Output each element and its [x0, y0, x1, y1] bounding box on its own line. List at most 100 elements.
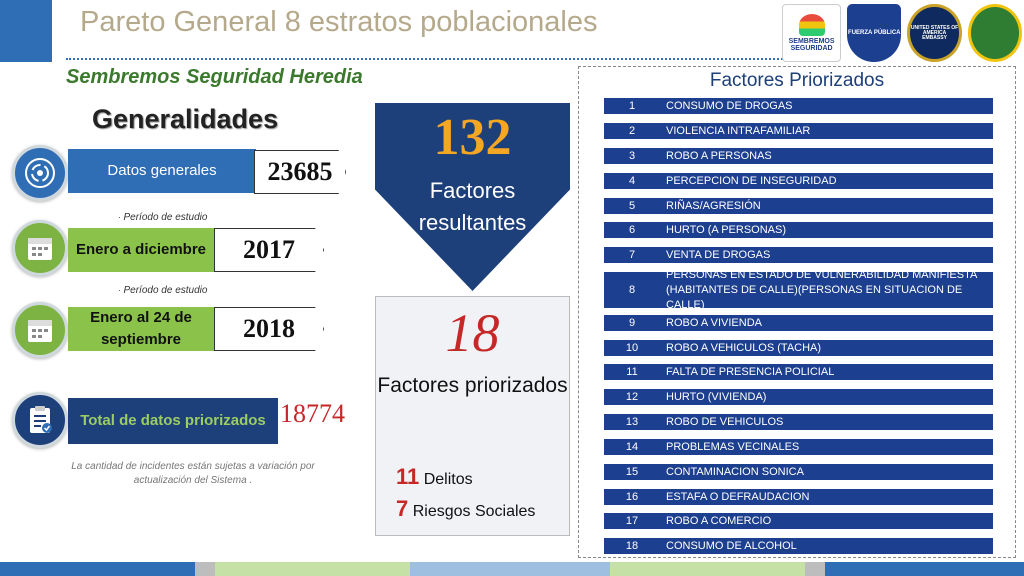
factores-resultantes-number: 132 — [433, 109, 512, 166]
delitos-number: 11 — [396, 464, 420, 489]
riesgos-number: 7 — [396, 496, 409, 521]
generalidades-heading: Generalidades — [92, 104, 279, 134]
factores-priorizados-label: Factores priorizados — [377, 374, 568, 397]
factores-resultantes-label: Factores resultantes — [418, 178, 527, 235]
factor-number: 11 — [626, 366, 638, 378]
factor-number: 18 — [625, 540, 639, 552]
factor-number: 9 — [628, 317, 636, 329]
factor-label: ROBO DE VEHICULOS — [666, 415, 784, 428]
calendar-icon — [12, 220, 68, 276]
factor-label: ROBO A VEHICULOS (TACHA) — [666, 341, 822, 354]
total-priorizados-value: 18774 — [280, 399, 345, 428]
periodo-label: · Período de estudio — [118, 285, 207, 296]
footer-segment — [410, 562, 610, 576]
factor-row: 7 VENTA DE DROGAS — [604, 247, 993, 263]
factor-row: 6 HURTO (A PERSONAS) — [604, 222, 993, 238]
factor-row: 9 ROBO A VIVIENDA — [604, 315, 993, 331]
factor-label: FALTA DE PRESENCIA POLICIAL — [666, 365, 835, 378]
factor-row: 18 CONSUMO DE ALCOHOL — [604, 538, 993, 554]
periodo-text: Período de estudio — [123, 212, 208, 223]
factor-number: 8 — [628, 284, 636, 296]
page-title: Pareto General 8 estratos poblacionales — [80, 6, 598, 38]
factor-number: 17 — [625, 515, 639, 527]
bullet: · — [118, 285, 124, 295]
periodo-text: Período de estudio — [123, 285, 208, 296]
bullet: · — [118, 212, 124, 222]
footer-segment — [610, 562, 805, 576]
datos-generales-label: Datos generales — [68, 149, 256, 193]
factor-label: CONTAMINACION SONICA — [666, 465, 804, 478]
sembremos-seguridad-logo: SEMBREMOS SEGURIDAD — [782, 4, 842, 62]
title-divider — [66, 58, 786, 60]
factor-row: 1 CONSUMO DE DROGAS — [604, 98, 993, 114]
factores-priorizados-title: Factores Priorizados — [709, 70, 885, 91]
footer-segment — [195, 562, 215, 576]
policia-colombia-logo — [967, 4, 1022, 62]
factor-label: PERSONAS EN ESTADO DE VULNERABILIDAD MAN… — [666, 268, 977, 311]
factor-number: 16 — [625, 491, 639, 503]
factor-row: 3 ROBO A PERSONAS — [604, 148, 993, 164]
factor-row: 16 ESTAFA O DEFRAUDACION — [604, 489, 993, 505]
periodo-label: · Período de estudio — [118, 212, 207, 223]
logo-text: UNITED STATES OF AMERICA EMBASSY — [910, 24, 959, 41]
logo-strip: SEMBREMOS SEGURIDAD FUERZA PÚBLICA UNITE… — [782, 2, 1022, 64]
factor-row: 17 ROBO A COMERCIO — [604, 513, 993, 529]
factor-number: 13 — [625, 416, 639, 428]
periodo-2018-label: Enero al 24 de septiembre — [68, 307, 214, 351]
delitos-count: 11 Delitos — [396, 464, 473, 490]
logo-text: FUERZA PÚBLICA — [848, 30, 901, 36]
factor-label: RIÑAS/AGRESIÓN — [666, 199, 761, 212]
riesgos-count: 7 Riesgos Sociales — [396, 496, 535, 522]
calendar-icon — [12, 302, 68, 358]
factor-label: ROBO A COMERCIO — [666, 514, 772, 527]
factor-number: 4 — [628, 175, 636, 187]
factor-row: 8 PERSONAS EN ESTADO DE VULNERABILIDAD MA… — [604, 269, 993, 311]
factor-row: 14 PROBLEMAS VECINALES — [604, 439, 993, 455]
factor-label: ESTAFA O DEFRAUDACION — [666, 490, 810, 503]
factor-row: 13 ROBO DE VEHICULOS — [604, 414, 993, 430]
factor-row: 11 FALTA DE PRESENCIA POLICIAL — [604, 364, 993, 380]
factor-number: 5 — [628, 200, 636, 212]
factor-number: 2 — [628, 125, 636, 137]
clipboard-check-icon — [12, 392, 68, 448]
factor-label: HURTO (VIVIENDA) — [666, 390, 767, 403]
factor-label: PROBLEMAS VECINALES — [666, 440, 800, 453]
factor-label: ROBO A PERSONAS — [666, 149, 772, 162]
factor-row: 12 HURTO (VIVIENDA) — [604, 389, 993, 405]
total-priorizados-label: Total de datos priorizados — [68, 398, 278, 444]
factor-label: HURTO (A PERSONAS) — [666, 223, 787, 236]
data-circle-icon — [12, 145, 68, 201]
periodo-2017-value: 2017 — [214, 228, 324, 272]
footer-segment — [825, 562, 1024, 576]
riesgos-label: Riesgos Sociales — [412, 503, 536, 520]
disclaimer-note: La cantidad de incidentes están sujetas … — [71, 461, 315, 486]
factor-label: ROBO A VIVIENDA — [666, 316, 762, 329]
footer-band — [0, 562, 1024, 576]
logo-text: SEMBREMOS SEGURIDAD — [788, 38, 835, 52]
datos-generales-value: 23685 — [254, 150, 346, 194]
page-subtitle: Sembremos Seguridad Heredia — [66, 66, 363, 88]
periodo-2017-label: Enero a diciembre — [68, 228, 214, 272]
factores-priorizados-panel — [375, 296, 570, 536]
factor-number: 12 — [625, 391, 639, 403]
footer-segment — [805, 562, 825, 576]
footer-segment — [0, 562, 195, 576]
factor-row: 2 VIOLENCIA INTRAFAMILIAR — [604, 123, 993, 139]
factor-row: 5 RIÑAS/AGRESIÓN — [604, 198, 993, 214]
factor-row: 10 ROBO A VEHICULOS (TACHA) — [604, 340, 993, 356]
us-embassy-logo: UNITED STATES OF AMERICA EMBASSY — [907, 4, 962, 62]
delitos-label: Delitos — [423, 471, 473, 488]
header-accent-bar — [0, 0, 52, 62]
factor-number: 15 — [625, 466, 639, 478]
factor-number: 1 — [628, 100, 636, 112]
factor-row: 4 PERCEPCION DE INSEGURIDAD — [604, 173, 993, 189]
factor-number: 3 — [628, 150, 636, 162]
seed-icon — [798, 14, 825, 36]
factor-label: CONSUMO DE ALCOHOL — [666, 539, 797, 552]
factor-label: PERCEPCION DE INSEGURIDAD — [666, 174, 837, 187]
periodo-2018-value: 2018 — [214, 307, 324, 351]
factor-number: 7 — [628, 249, 636, 261]
factores-priorizados-box — [578, 66, 1016, 558]
factor-number: 10 — [625, 342, 639, 354]
factor-label: VIOLENCIA INTRAFAMILIAR — [666, 124, 811, 137]
